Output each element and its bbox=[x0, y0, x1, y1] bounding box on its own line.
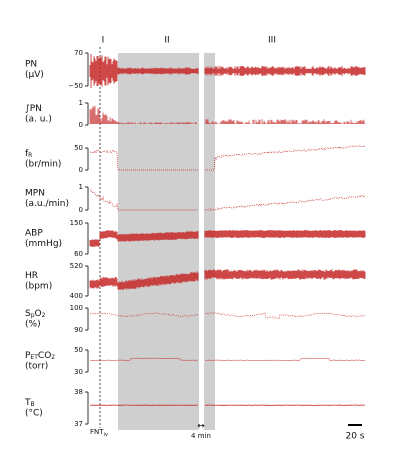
label-sub: 2 bbox=[51, 354, 55, 361]
break-arrow: ↔ bbox=[197, 422, 205, 432]
y-tick-label: 38 bbox=[74, 388, 83, 396]
panel-unit: (torr) bbox=[25, 362, 48, 372]
label-part: ABP bbox=[25, 228, 43, 238]
panel-unit: (bpm) bbox=[25, 282, 52, 292]
label-part: PN bbox=[25, 59, 37, 69]
break-label: 4 min bbox=[191, 432, 211, 440]
y-tick-label: 90 bbox=[74, 326, 83, 334]
y-tick-label: 70 bbox=[74, 49, 83, 57]
phase-label: II bbox=[164, 36, 169, 46]
panel-label: TB bbox=[24, 398, 35, 408]
panel-unit: (µV) bbox=[25, 70, 44, 80]
phase-label: I bbox=[102, 36, 105, 46]
label-part: HR bbox=[25, 271, 38, 281]
y-tick-label: −50 bbox=[68, 82, 83, 90]
y-tick-label: 520 bbox=[70, 262, 83, 270]
panel-unit: (a. u.) bbox=[25, 115, 52, 125]
y-tick-label: 60 bbox=[74, 250, 83, 258]
label-part: MPN bbox=[25, 188, 45, 198]
phase-label: III bbox=[268, 36, 276, 46]
panel-unit: (mmHg) bbox=[25, 239, 62, 249]
panel-label: HR bbox=[25, 271, 38, 281]
y-tick-label: 0 bbox=[79, 121, 83, 129]
panel-label: ABP bbox=[25, 228, 43, 238]
y-tick-label: 50 bbox=[74, 144, 83, 152]
panel-label: fR bbox=[25, 149, 32, 159]
y-tick-label: 1 bbox=[79, 99, 83, 107]
y-tick-label: 50 bbox=[74, 346, 83, 354]
panel-label: PN bbox=[25, 59, 37, 69]
label-part: CO bbox=[38, 351, 51, 361]
y-tick-label: 37 bbox=[74, 420, 83, 428]
panel-unit: (%) bbox=[25, 320, 41, 330]
panel-label: MPN bbox=[25, 188, 45, 198]
y-tick-label: 400 bbox=[70, 292, 83, 300]
y-tick-label: 100 bbox=[70, 304, 83, 312]
panel-unit: (a.u./min) bbox=[25, 199, 69, 209]
y-tick-label: 1 bbox=[79, 183, 83, 191]
label-sub: B bbox=[31, 401, 35, 408]
scale-label: 20 s bbox=[345, 432, 364, 442]
panel-unit: (br/min) bbox=[25, 160, 61, 170]
label-part: ∫PN bbox=[25, 104, 42, 114]
panel-label: SpO2 bbox=[25, 309, 46, 319]
y-tick-label: 30 bbox=[74, 368, 83, 376]
y-tick-label: 0 bbox=[79, 206, 83, 214]
panel-unit: (°C) bbox=[25, 409, 43, 419]
label-sub: R bbox=[28, 152, 32, 159]
label-part: O bbox=[35, 309, 42, 319]
time-break bbox=[199, 50, 204, 430]
panel-label: ∫PN bbox=[25, 104, 42, 114]
y-tick-label: 0 bbox=[79, 166, 83, 174]
event-label: FNTiv bbox=[90, 428, 108, 438]
y-tick-label: 150 bbox=[70, 219, 83, 227]
panel-label: PETCO2 bbox=[25, 351, 55, 361]
label-sub: 2 bbox=[42, 312, 46, 319]
